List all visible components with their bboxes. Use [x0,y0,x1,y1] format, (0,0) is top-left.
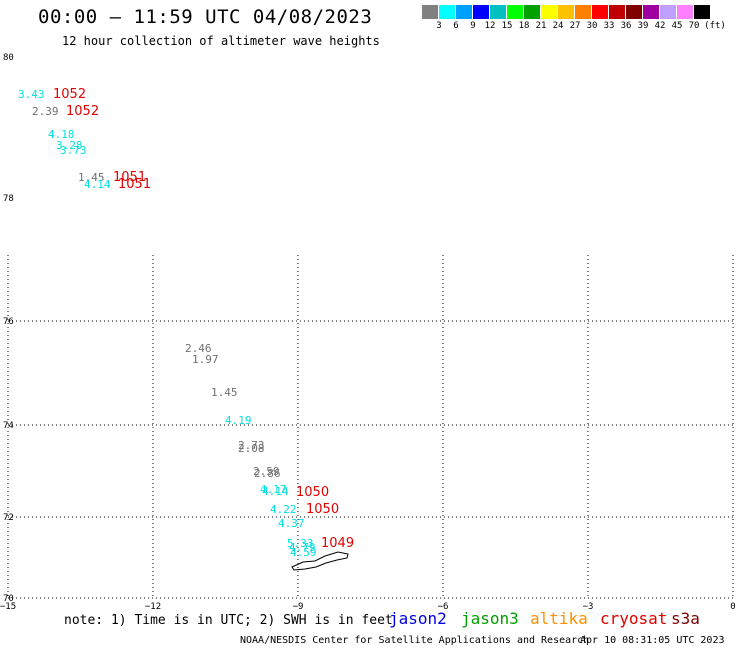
latitude-label: 74 [3,421,14,431]
footer-note: note: 1) Time is in UTC; 2) SWH is in fe… [64,613,393,628]
wave-height-point: 4.17 [260,483,287,496]
pressure-label: 1050 [306,502,339,517]
map-subtitle: 12 hour collection of altimeter wave hei… [62,34,380,48]
wave-height-colorbar [422,5,711,19]
wave-height-point: 2.46 [185,342,212,355]
wave-height-point: 4.18 [48,128,75,141]
wave-height-point: 1.45 [78,171,105,184]
colorbar-label: (ft) [704,21,726,31]
satellite-legend-item: cryosat [600,609,668,628]
wave-height-point: 4.19 [225,414,252,427]
longitude-label: −6 [438,602,449,610]
pressure-label: 1051 [118,177,151,192]
colorbar-label: 6 [453,21,459,31]
jan-mayen-island [291,551,349,571]
wave-height-point: 4.37 [278,517,305,530]
wave-height-point: 4.14 [262,485,289,498]
colorbar-swatch [626,5,643,19]
wave-height-point: 2.39 [32,105,59,118]
colorbar-label: 39 [637,21,649,31]
pressure-label: 1051 [113,170,146,185]
colorbar-label: 36 [620,21,632,31]
colorbar-swatch [609,5,626,19]
satellite-legend-item: altika [530,609,588,628]
colorbar-swatch [592,5,609,19]
graticule-grid [7,255,734,599]
colorbar-label: 27 [569,21,581,31]
wave-height-labels: 3.432.394.183.283.731.454.142.461.971.45… [18,88,317,559]
colorbar-swatch [524,5,541,19]
colorbar-label: 45 [671,21,683,31]
colorbar-label: 70 [688,21,700,31]
colorbar-label: 21 [535,21,547,31]
latitude-axis-labels: 80 78 76 74 72 70 [3,53,14,604]
longitude-label: −12 [145,602,161,610]
colorbar-swatch [643,5,660,19]
latitude-label: 80 [3,53,14,63]
colorbar-swatch [490,5,507,19]
satellite-legend-item: jason3 [461,609,519,628]
colorbar-swatch [677,5,694,19]
pressure-label: 1050 [296,485,329,500]
wave-height-point: 3.73 [60,144,87,157]
colorbar-swatch [694,5,711,19]
wave-height-point: 2.59 [253,465,280,478]
latitude-label: 70 [3,594,14,604]
latitude-label: 72 [3,513,14,523]
colorbar-label: 24 [552,21,564,31]
satellite-legend-item: s3a [671,609,700,628]
longitude-label: 0 [730,602,735,610]
wave-height-point: 4.14 [84,178,111,191]
colorbar-label: 18 [518,21,530,31]
colorbar-swatch [507,5,524,19]
colorbar-label: 15 [501,21,513,31]
wave-height-point: 4.22 [270,503,297,516]
longitude-label: −3 [583,602,594,610]
colorbar-swatch [473,5,490,19]
longitude-label: −9 [293,602,304,610]
wave-height-point: 2.73 [238,439,265,452]
wave-height-point: 4.79 [289,541,316,554]
wave-height-point: 5.33 [287,537,314,550]
colorbar-swatch [439,5,456,19]
longitude-axis-labels: −15 −12 −9 −6 −3 0 [0,602,736,610]
pressure-label: 1052 [53,87,86,102]
colorbar-swatch [558,5,575,19]
wave-height-point: 2.08 [238,442,265,455]
wave-height-point: 1.97 [192,353,219,366]
credit-line: NOAA/NESDIS Center for Satellite Applica… [240,635,590,646]
wave-height-point: 3.28 [56,139,83,152]
pressure-label: 1052 [66,104,99,119]
wave-height-point: 1.45 [211,386,238,399]
wave-height-point: 2.86 [254,467,281,480]
colorbar-label: 30 [586,21,598,31]
wave-height-point: 3.43 [18,88,45,101]
latitude-label: 78 [3,194,14,204]
colorbar-label: 12 [484,21,496,31]
latitude-label: 76 [3,317,14,327]
longitude-label: −15 [0,602,16,610]
generated-timestamp: Apr 10 08:31:05 UTC 2023 [580,635,725,646]
colorbar-label: 9 [470,21,476,31]
pressure-label: 1049 [321,536,354,551]
colorbar-label: 3 [436,21,442,31]
wave-height-point: 4.59 [290,546,317,559]
colorbar-label: 33 [603,21,615,31]
colorbar-swatch [660,5,677,19]
satellite-legend-item: jason2 [389,609,447,628]
colorbar-swatch [575,5,592,19]
colorbar-swatch [422,5,439,19]
colorbar-swatch [456,5,473,19]
map-title: 00:00 – 11:59 UTC 04/08/2023 [38,6,373,28]
colorbar-swatch [541,5,558,19]
colorbar-label: 42 [654,21,666,31]
